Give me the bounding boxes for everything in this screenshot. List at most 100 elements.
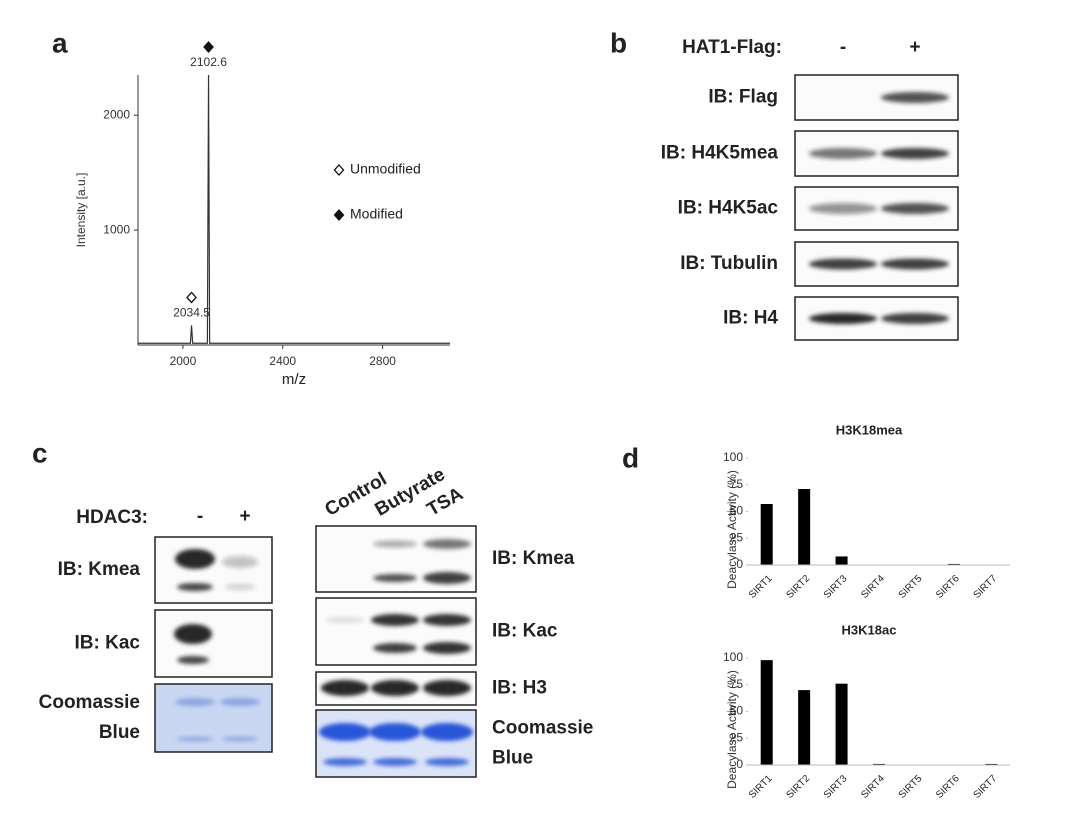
x-tick-label: SIRT3 xyxy=(822,773,850,801)
y-tick-label: 75 xyxy=(730,677,744,691)
band xyxy=(325,617,365,623)
band xyxy=(425,758,469,766)
band xyxy=(174,624,212,644)
blot-box xyxy=(315,709,477,778)
band xyxy=(371,614,419,626)
bar xyxy=(873,763,885,765)
band xyxy=(220,698,260,706)
x-tick-label: SIRT4 xyxy=(859,573,887,601)
panel-label: c xyxy=(32,437,48,468)
row-label: IB: Kmea xyxy=(492,548,575,569)
lane-label: - xyxy=(840,37,846,58)
x-tick-label: 2800 xyxy=(369,354,396,368)
y-tick-label: 25 xyxy=(730,730,744,744)
peak-marker xyxy=(186,291,197,304)
x-tick-label: SIRT5 xyxy=(897,573,925,601)
x-tick-label: SIRT7 xyxy=(972,773,1000,801)
bar xyxy=(798,690,811,765)
x-tick-label: 2000 xyxy=(170,354,197,368)
band xyxy=(809,313,877,324)
band xyxy=(323,758,367,766)
peak-label: 2034.5 xyxy=(173,306,210,320)
x-axis-label: m/z xyxy=(282,371,306,388)
band xyxy=(369,723,421,741)
band xyxy=(809,258,877,270)
band xyxy=(881,258,949,270)
x-tick-label: SIRT7 xyxy=(972,573,1000,601)
band xyxy=(809,203,877,214)
x-tick-label: 2400 xyxy=(269,354,296,368)
band xyxy=(373,758,417,766)
lane-label: + xyxy=(239,506,250,527)
row-label: Coomassie xyxy=(39,692,140,713)
band xyxy=(177,583,213,591)
row-label: Coomassie xyxy=(492,718,593,739)
legend-label: Unmodified xyxy=(350,161,421,177)
band xyxy=(423,539,471,549)
y-tick-label: 50 xyxy=(730,504,744,518)
band xyxy=(423,642,471,654)
row-label: IB: Flag xyxy=(708,87,778,108)
panel-label: a xyxy=(52,27,68,58)
row-label: IB: H3 xyxy=(492,678,547,699)
row-label: IB: H4 xyxy=(723,308,778,329)
band xyxy=(222,556,258,568)
band xyxy=(423,680,471,696)
chart-title: H3K18ac xyxy=(842,622,897,637)
band xyxy=(373,540,417,548)
bar xyxy=(760,504,773,565)
y-tick-label: 100 xyxy=(723,450,743,464)
chart-title: H3K18mea xyxy=(836,422,903,437)
y-tick-label: 1000 xyxy=(103,222,130,236)
x-tick-label: SIRT2 xyxy=(784,573,812,601)
bar xyxy=(835,556,848,565)
row-label: IB: Kmea xyxy=(58,559,141,580)
band xyxy=(225,584,255,590)
blot-box xyxy=(154,609,273,678)
band xyxy=(421,723,473,741)
x-tick-label: SIRT5 xyxy=(897,773,925,801)
peak-marker xyxy=(203,41,214,53)
bar xyxy=(798,489,811,565)
x-tick-label: SIRT6 xyxy=(934,573,962,601)
band xyxy=(373,574,417,582)
band xyxy=(177,656,209,664)
band xyxy=(175,549,215,569)
y-tick-label: 100 xyxy=(723,650,743,664)
blot-box xyxy=(154,683,273,753)
row-label: Blue xyxy=(99,722,140,743)
y-tick-label: 0 xyxy=(736,757,743,771)
band xyxy=(881,148,949,159)
x-tick-label: SIRT1 xyxy=(747,573,775,601)
row-label: IB: H4K5mea xyxy=(661,143,779,164)
legend-label: Modified xyxy=(350,206,403,222)
y-tick-label: 2000 xyxy=(103,107,130,121)
band xyxy=(321,680,369,696)
blot-header: HDAC3: xyxy=(76,507,148,528)
legend-marker xyxy=(333,164,345,176)
band xyxy=(881,203,949,214)
y-tick-label: 75 xyxy=(730,477,744,491)
band xyxy=(881,92,949,103)
bar xyxy=(947,563,960,565)
blot-box xyxy=(315,597,477,666)
band xyxy=(373,643,417,653)
band xyxy=(423,572,471,584)
y-axis-label: Deacylase Activity (%) xyxy=(725,670,739,789)
band xyxy=(319,723,371,741)
y-tick-label: 50 xyxy=(730,704,744,718)
band xyxy=(222,736,258,742)
band xyxy=(809,148,877,159)
row-label: IB: Tubulin xyxy=(680,253,778,274)
x-tick-label: SIRT2 xyxy=(784,773,812,801)
bar xyxy=(760,660,773,765)
x-tick-label: SIRT4 xyxy=(859,773,887,801)
blot-box xyxy=(154,536,273,604)
x-tick-label: SIRT3 xyxy=(822,573,850,601)
spectrum-line xyxy=(138,74,450,344)
lane-label: - xyxy=(197,506,203,527)
bar xyxy=(985,763,998,765)
band xyxy=(177,736,213,742)
y-axis-label: Deacylase Activity (%) xyxy=(725,470,739,589)
